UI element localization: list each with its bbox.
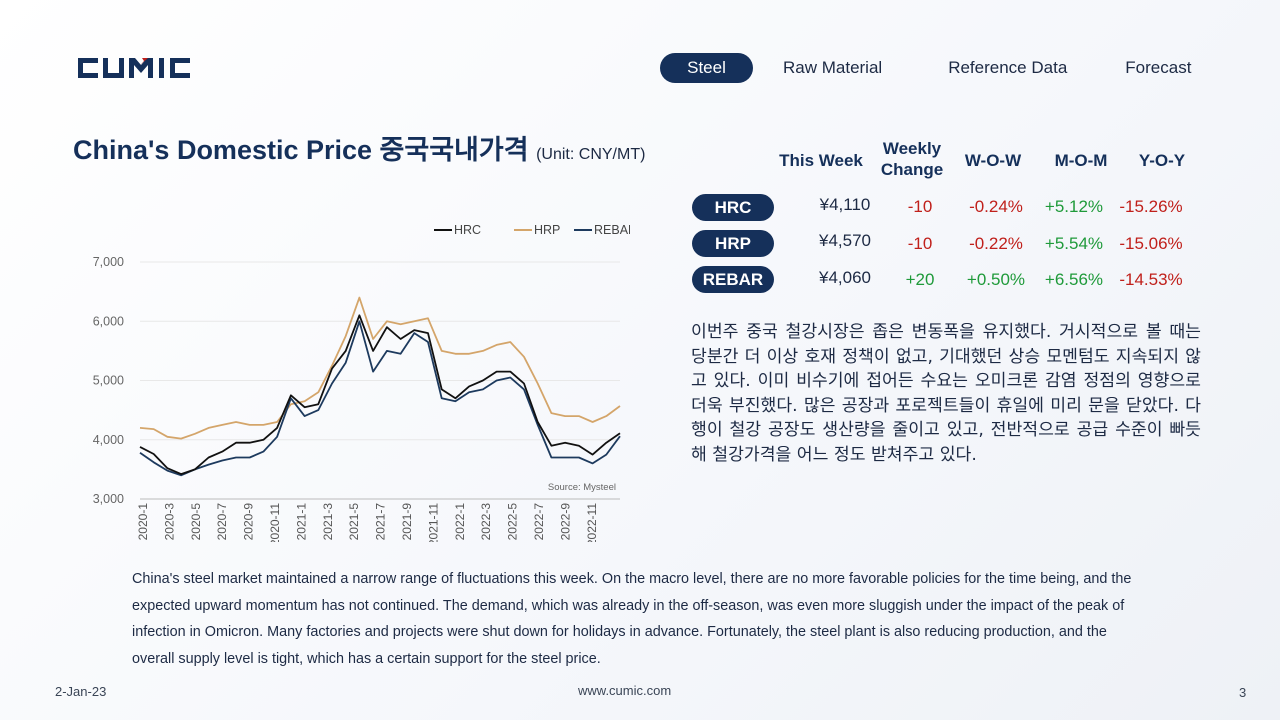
- mom-rebar: +6.56%: [1044, 270, 1104, 289]
- chart-source: Source: Mysteel: [548, 482, 616, 493]
- x-axis: 2020-1 2020-3 2020-5 2020-7 2020-9 2020-11 202…: [136, 503, 599, 542]
- y-tick-label: 4,000: [93, 433, 124, 447]
- chart-legend: HRC HRP REBAR: [434, 223, 630, 237]
- x-tick-label: 2021-1: [294, 503, 308, 541]
- header-weekly-change-line2: Change: [880, 160, 944, 179]
- mom-hrp: +5.54%: [1044, 234, 1104, 253]
- legend-label-hrp: HRP: [534, 223, 560, 237]
- yoy-rebar: -14.53%: [1119, 270, 1183, 289]
- tab-forecast[interactable]: Forecast: [1125, 58, 1192, 77]
- yoy-hrp: -15.06%: [1119, 234, 1183, 253]
- header-mom: M-O-M: [1054, 151, 1108, 170]
- x-tick-label: 2020-7: [215, 503, 229, 541]
- x-tick-label: 2022-5: [506, 503, 520, 541]
- price-hrc: ¥4,110: [819, 195, 871, 214]
- footer-page-number: 3: [1239, 685, 1247, 700]
- x-tick-label: 2020-3: [162, 503, 176, 541]
- tab-raw-material[interactable]: Raw Material: [783, 58, 883, 77]
- y-axis: 3,000 4,000 5,000 6,000 7,000: [93, 255, 620, 506]
- product-badge-hrc: HRC: [692, 194, 774, 221]
- x-tick-label: 2020-9: [242, 503, 256, 541]
- english-commentary: China's steel market maintained a narrow…: [132, 571, 1132, 667]
- page-title-unit: (Unit: CNY/MT): [536, 146, 646, 163]
- change-hrp: -10: [907, 234, 933, 253]
- legend-label-hrc: HRC: [454, 223, 481, 237]
- cumic-logo[interactable]: [76, 54, 206, 82]
- x-tick-label: 2020-5: [189, 503, 203, 541]
- y-tick-label: 7,000: [93, 255, 124, 269]
- wow-hrc: -0.24%: [969, 197, 1023, 216]
- wow-hrp: -0.22%: [969, 234, 1023, 253]
- product-badge-hrp: HRP: [692, 230, 774, 257]
- header-weekly-change: Weekly Change: [876, 138, 948, 180]
- price-chart: HRC HRP REBAR 3,000 4,000 5,000 6,000 7,000 20…: [93, 223, 630, 542]
- x-tick-label: 2022-9: [558, 503, 572, 541]
- korean-commentary: 이번주 중국 철강시장은 좁은 변동폭을 유지했다. 거시적으로 볼 때는 당분…: [691, 322, 1201, 465]
- mom-hrc: +5.12%: [1044, 197, 1104, 216]
- price-rebar: ¥4,060: [819, 268, 871, 287]
- x-tick-label: 2022-11: [585, 503, 599, 542]
- legend-label-rebar: REBAR: [594, 223, 630, 237]
- footer-website[interactable]: www.cumic.com: [578, 683, 672, 698]
- x-tick-label: 2020-11: [268, 503, 282, 542]
- x-tick-label: 2021-3: [321, 503, 335, 541]
- product-badge-rebar: REBAR: [692, 266, 774, 293]
- y-tick-label: 6,000: [93, 314, 124, 328]
- header-this-week: This Week: [779, 151, 863, 170]
- tab-steel[interactable]: Steel: [660, 53, 753, 83]
- x-tick-label: 2021-9: [400, 503, 414, 541]
- series-line-rebar: [139, 320, 621, 477]
- header-weekly-change-line1: Weekly: [882, 139, 942, 158]
- x-tick-label: 2021-7: [374, 503, 388, 541]
- page-title-main: China's Domestic Price 중국국내가격: [73, 135, 529, 165]
- top-nav: Steel Raw Material Reference Data Foreca…: [660, 53, 1191, 83]
- x-tick-label: 2021-11: [426, 503, 440, 542]
- yoy-hrc: -15.26%: [1119, 197, 1183, 216]
- x-tick-label: 2022-1: [453, 503, 467, 541]
- price-hrp: ¥4,570: [819, 231, 871, 250]
- x-tick-label: 2022-3: [479, 503, 493, 541]
- change-rebar: +20: [905, 270, 935, 289]
- x-tick-label: 2020-1: [136, 503, 150, 541]
- footer-date: 2-Jan-23: [55, 684, 107, 699]
- series-lines: [139, 296, 621, 477]
- x-tick-label: 2022-7: [532, 503, 546, 541]
- tab-reference-data[interactable]: Reference Data: [948, 58, 1068, 77]
- header-wow: W-O-W: [964, 151, 1022, 170]
- wow-rebar: +0.50%: [966, 270, 1026, 289]
- header-yoy: Y-O-Y: [1138, 151, 1186, 170]
- series-line-hrp: [139, 296, 621, 440]
- change-hrc: -10: [907, 197, 933, 216]
- series-line-hrc: [139, 314, 621, 476]
- x-tick-label: 2021-5: [347, 503, 361, 541]
- y-tick-label: 3,000: [93, 492, 124, 506]
- page-title: China's Domestic Price 중국국내가격 (Unit: CNY…: [73, 128, 645, 167]
- y-tick-label: 5,000: [93, 374, 124, 388]
